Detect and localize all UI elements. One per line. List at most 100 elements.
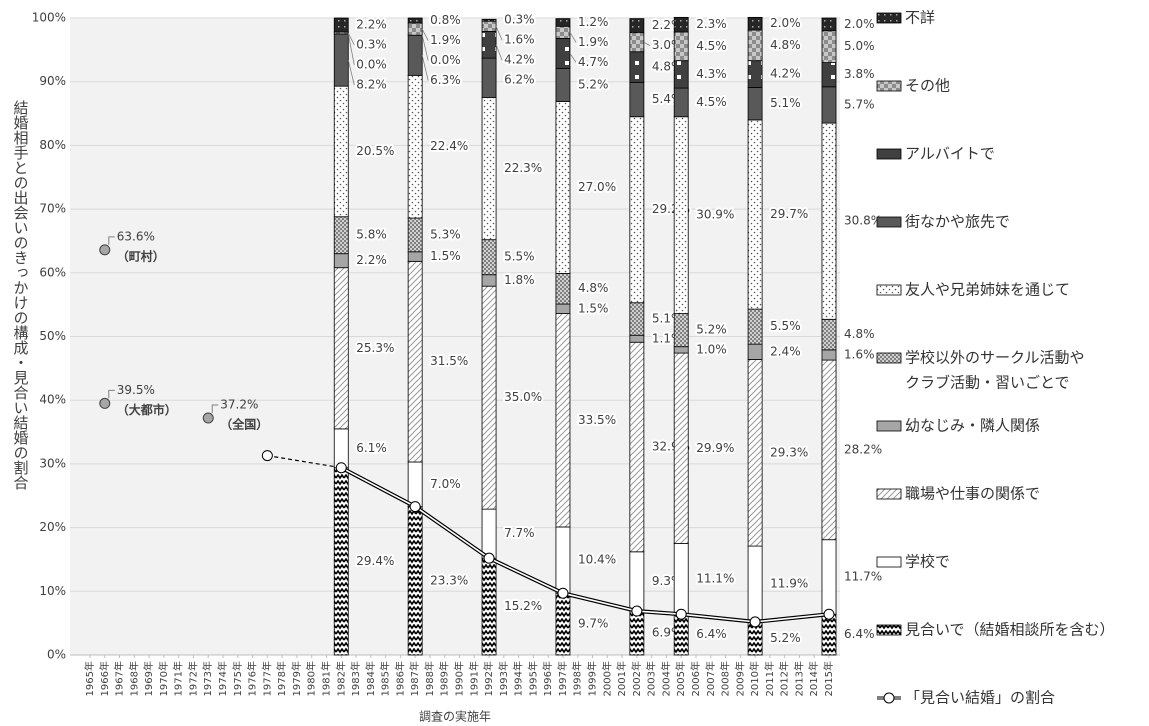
legend-label: 学校で bbox=[905, 553, 950, 571]
data-label: 2.0% bbox=[770, 16, 801, 30]
data-label: 4.5% bbox=[696, 95, 727, 109]
data-label: 3.8% bbox=[844, 67, 875, 81]
bar-segment bbox=[747, 29, 763, 62]
bar-segment bbox=[629, 551, 645, 612]
leader-line bbox=[569, 53, 577, 63]
point-value-label: 37.2% bbox=[220, 398, 258, 412]
x-tick-label: 1995年 bbox=[526, 661, 539, 696]
x-tick-label: 2002年 bbox=[630, 661, 643, 696]
bar-segment bbox=[747, 359, 763, 547]
y-tick-label: 90% bbox=[39, 74, 66, 88]
data-label: 5.2% bbox=[578, 77, 609, 91]
bar-segment bbox=[629, 341, 645, 553]
survey-point bbox=[99, 244, 111, 256]
leader-line bbox=[211, 404, 219, 414]
data-label: 1.5% bbox=[430, 249, 461, 263]
bar-segment bbox=[821, 539, 837, 615]
x-tick-label: 1991年 bbox=[467, 661, 480, 696]
bar-segment bbox=[747, 308, 763, 345]
leader-line bbox=[347, 59, 355, 86]
bar-segment bbox=[481, 97, 497, 241]
bar-segment bbox=[555, 313, 571, 528]
bar-segment bbox=[821, 349, 837, 361]
x-tick-label: 1975年 bbox=[231, 661, 244, 696]
data-label: 33.5% bbox=[578, 413, 616, 427]
x-tick-label: 1993年 bbox=[497, 661, 510, 696]
x-tick-label: 2009年 bbox=[733, 661, 746, 696]
legend-label: 「見合い結婚」の割合 bbox=[905, 689, 1055, 707]
legend-swatch bbox=[876, 148, 902, 160]
y-tick-label: 80% bbox=[39, 138, 66, 152]
bar-segment bbox=[629, 334, 645, 343]
data-label: 2.2% bbox=[356, 18, 387, 32]
bar-segment bbox=[673, 60, 689, 89]
bar-segment bbox=[747, 60, 763, 88]
data-label: 2.2% bbox=[356, 253, 387, 267]
bar-segment bbox=[333, 216, 349, 255]
data-label: 7.7% bbox=[504, 526, 535, 540]
bar-segment bbox=[821, 359, 837, 541]
data-label: 1.9% bbox=[430, 33, 461, 47]
x-tick-label: 1970年 bbox=[157, 661, 170, 696]
legend-label: 職場や仕事の関係で bbox=[905, 485, 1040, 503]
data-label: 22.3% bbox=[504, 161, 542, 175]
bar-segment bbox=[629, 610, 645, 656]
bar-segment bbox=[481, 18, 497, 22]
data-label: 5.2% bbox=[770, 631, 801, 645]
data-label: 11.7% bbox=[844, 569, 882, 583]
y-tick-label: 60% bbox=[39, 265, 66, 279]
x-tick-label: 1992年 bbox=[482, 661, 495, 696]
x-tick-label: 1988年 bbox=[423, 661, 436, 696]
data-label: 4.3% bbox=[696, 67, 727, 81]
legend-label: 街なかや旅先で bbox=[905, 213, 1010, 231]
x-tick-label: 1979年 bbox=[290, 661, 303, 696]
bar-segment bbox=[555, 303, 571, 314]
bar-segment bbox=[555, 592, 571, 656]
data-label: 28.2% bbox=[844, 442, 882, 456]
legend-label: その他 bbox=[905, 77, 950, 95]
bar-segment bbox=[333, 17, 349, 33]
x-tick-label: 1997年 bbox=[556, 661, 569, 696]
x-tick-label: 1969年 bbox=[142, 661, 155, 696]
bar-segment bbox=[481, 508, 497, 559]
legend-swatch bbox=[876, 352, 902, 364]
point-value-label: 63.6% bbox=[117, 229, 155, 243]
data-label: 29.7% bbox=[770, 207, 808, 221]
bar-segment bbox=[333, 85, 349, 218]
data-label: 29.3% bbox=[770, 445, 808, 459]
data-label: 0.8% bbox=[430, 13, 461, 27]
bar-segment bbox=[821, 122, 837, 320]
data-label: 4.2% bbox=[504, 53, 535, 67]
bar-segment bbox=[407, 506, 423, 656]
x-tick-label: 1966年 bbox=[98, 661, 111, 696]
legend-label: クラブ活動・習いごとで bbox=[905, 374, 1070, 392]
data-label: 2.0% bbox=[844, 17, 875, 31]
y-tick-label: 0% bbox=[47, 648, 66, 662]
line-point bbox=[749, 616, 761, 628]
bar-segment bbox=[481, 274, 497, 287]
data-label: 10.4% bbox=[578, 553, 616, 567]
data-label: 5.5% bbox=[770, 319, 801, 333]
y-tick-label: 50% bbox=[39, 329, 66, 343]
bar-segment bbox=[481, 57, 497, 99]
legend-label: 学校以外のサークル活動や bbox=[905, 349, 1085, 367]
x-tick-label: 1984年 bbox=[364, 661, 377, 696]
y-tick-label: 100% bbox=[32, 11, 66, 25]
line-point bbox=[631, 605, 643, 617]
bar-segment bbox=[747, 87, 763, 121]
data-label: 1.9% bbox=[578, 35, 609, 49]
data-label: 11.1% bbox=[696, 571, 734, 585]
data-label: 25.3% bbox=[356, 341, 394, 355]
x-tick-label: 2004年 bbox=[659, 661, 672, 696]
legend-swatch bbox=[876, 488, 902, 500]
x-tick-label: 2012年 bbox=[778, 661, 791, 696]
data-label: 1.8% bbox=[504, 273, 535, 287]
bar-segment bbox=[407, 22, 423, 36]
line-point bbox=[675, 608, 687, 620]
legend-label: 幼なじみ・隣人関係 bbox=[905, 417, 1040, 435]
leader-line bbox=[569, 32, 577, 43]
bar-segment bbox=[821, 613, 837, 656]
y-tick-label: 10% bbox=[39, 584, 66, 598]
point-label: （大都市） bbox=[117, 402, 177, 417]
